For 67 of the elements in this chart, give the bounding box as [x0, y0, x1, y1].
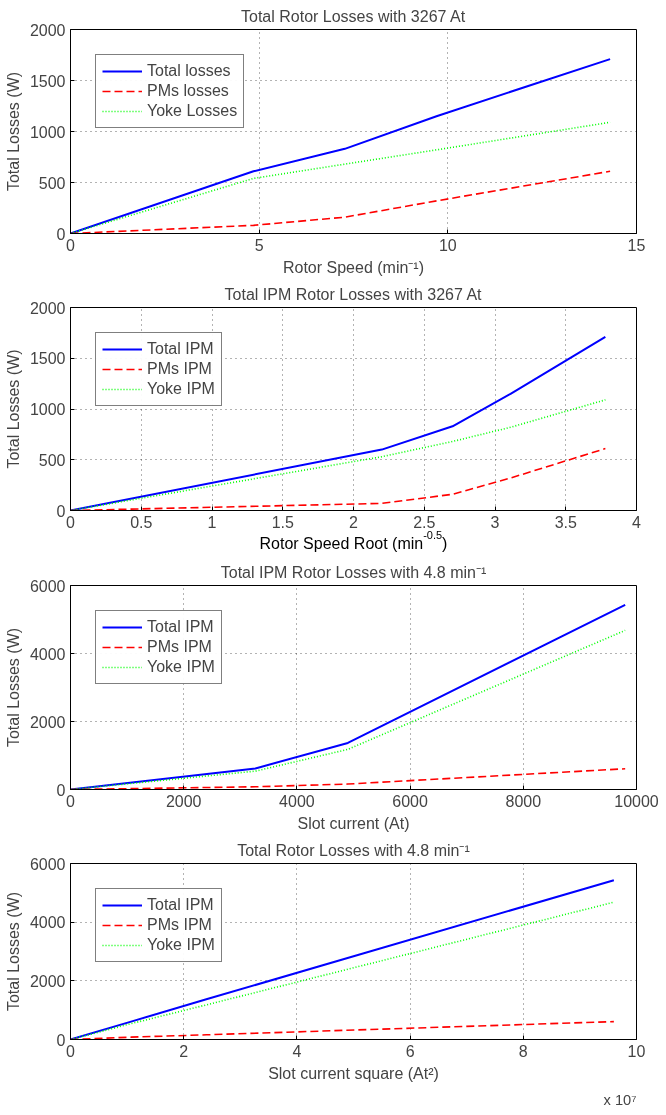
legend-label: Total IPM — [147, 340, 214, 358]
legend-label: Yoke Losses — [147, 102, 238, 120]
x-tick-label: 10 — [438, 236, 457, 254]
legend-label: PMs IPM — [147, 916, 212, 934]
x-axis-title: Slot current square (At²) — [268, 1064, 439, 1082]
x-tick-label: 6000 — [392, 792, 428, 810]
line-series — [70, 58, 612, 234]
x-tick-label: 8000 — [505, 792, 542, 810]
y-tick-label: 1500 — [29, 350, 66, 368]
x-tick-label: 2 — [349, 513, 359, 531]
x-tick-label: 6 — [405, 1042, 415, 1060]
y-axis-title: Total Losses (W) — [4, 627, 22, 748]
legend-label: Total IPM — [147, 896, 214, 914]
y-tick-label: 0 — [56, 225, 66, 243]
y-tick-label: 500 — [38, 451, 66, 469]
y-tick-label: 6000 — [29, 577, 66, 595]
line-series — [70, 399, 607, 511]
legend-label: Total losses — [147, 62, 231, 80]
y-tick-label: 500 — [38, 174, 66, 192]
legend-label: PMs IPM — [147, 360, 212, 378]
y-tick-label: 1500 — [29, 72, 66, 90]
legend-label: Yoke IPM — [147, 380, 215, 398]
legend-label: Total IPM — [147, 618, 214, 636]
y-axis-title: Total Losses (W) — [4, 349, 22, 469]
x-tick-label: 3.5 — [554, 513, 577, 531]
x-tick-label: 4000 — [279, 792, 315, 810]
x-tick-label: 15 — [627, 236, 646, 254]
x-tick-label: 1 — [207, 513, 217, 531]
x-tick-label: 8 — [518, 1042, 528, 1060]
y-axis-title: Total Losses (W) — [4, 891, 22, 1012]
x-axis-title: Slot current (At) — [297, 814, 410, 832]
text: x 10⁷ — [603, 1091, 637, 1108]
x-tick-label: 10000 — [614, 792, 659, 810]
x-tick-label: 10 — [627, 1042, 646, 1060]
x-tick-label: 5 — [254, 236, 264, 254]
y-tick-label: 0 — [56, 502, 66, 520]
y-tick-label: 2000 — [29, 713, 66, 731]
x-tick-label: 2000 — [165, 792, 202, 810]
x-tick-label: 2 — [179, 1042, 189, 1060]
legend-label: PMs losses — [147, 82, 229, 100]
y-axis-title: Total Losses (W) — [4, 71, 22, 192]
chart-title: Total IPM Rotor Losses with 4.8 min⁻¹ — [220, 563, 487, 581]
y-tick-label: 4000 — [29, 645, 66, 663]
y-tick-label: 0 — [56, 1031, 66, 1049]
chart-title: Total Rotor Losses with 3267 At — [241, 7, 466, 25]
legend-label: Yoke IPM — [147, 936, 215, 954]
legend-label: PMs IPM — [147, 638, 212, 656]
legend-label: Yoke IPM — [147, 658, 215, 676]
chart-title: Total Rotor Losses with 4.8 min⁻¹ — [237, 841, 470, 859]
x-tick-label: 0.5 — [130, 513, 153, 531]
y-tick-label: 4000 — [29, 914, 66, 932]
x-tick-label: 4 — [632, 513, 642, 531]
y-tick-label: 1000 — [29, 401, 66, 418]
y-tick-label: 6000 — [29, 855, 66, 873]
x-tick-label: 3 — [490, 513, 500, 531]
x-tick-label: 4 — [292, 1042, 302, 1060]
y-tick-label: 2000 — [29, 972, 66, 990]
line-series — [70, 335, 607, 511]
line-series — [70, 121, 611, 234]
y-tick-label: 2000 — [29, 21, 66, 39]
x-tick-label: 2.5 — [413, 513, 436, 531]
chart-title: Total IPM Rotor Losses with 3267 At — [224, 285, 483, 303]
y-tick-label: 0 — [56, 781, 66, 799]
x-axis-title: Rotor Speed (min⁻¹) — [282, 258, 425, 276]
x-tick-label: 1.5 — [271, 513, 294, 531]
y-tick-label: 2000 — [29, 299, 66, 317]
y-tick-label: 1000 — [29, 123, 66, 141]
